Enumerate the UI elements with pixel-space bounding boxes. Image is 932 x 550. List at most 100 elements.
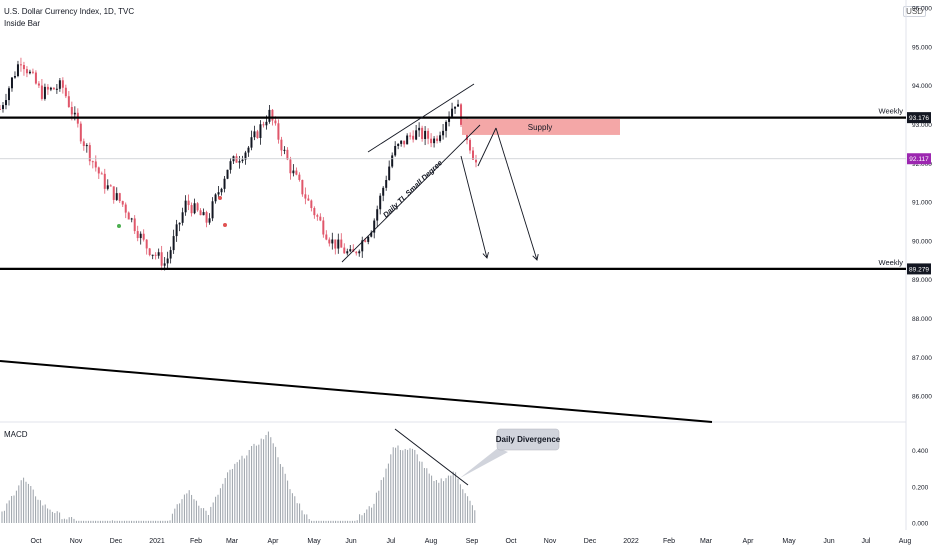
candle-body bbox=[199, 210, 202, 216]
candle-body bbox=[163, 263, 166, 266]
x-tick-label: Apr bbox=[268, 538, 280, 545]
price-badge bbox=[907, 263, 931, 275]
candle-body bbox=[46, 86, 49, 90]
candle-body bbox=[121, 201, 124, 205]
candle-body bbox=[400, 140, 403, 144]
candle-body bbox=[166, 258, 169, 264]
candle-body bbox=[91, 161, 94, 163]
candle-body bbox=[424, 130, 427, 139]
candle-body bbox=[472, 150, 475, 160]
candle-body bbox=[0, 108, 1, 110]
candle-body bbox=[25, 69, 28, 74]
candle-body bbox=[196, 203, 199, 211]
candle-body bbox=[355, 251, 358, 254]
candle-body bbox=[109, 185, 112, 187]
candle-body bbox=[451, 108, 454, 117]
candle-body bbox=[340, 239, 343, 248]
x-tick-label: Dec bbox=[110, 538, 123, 545]
candle-body bbox=[52, 87, 55, 90]
candle-body bbox=[289, 159, 292, 174]
macd-y-tick-label: 0.400 bbox=[912, 448, 929, 455]
candle-body bbox=[394, 145, 397, 156]
candle-body bbox=[271, 109, 274, 121]
candle-body bbox=[316, 215, 319, 217]
y-tick-label: 87.000 bbox=[912, 355, 932, 362]
candle-body bbox=[154, 254, 157, 256]
x-tick-label: Sep bbox=[466, 538, 479, 545]
x-tick-label: Feb bbox=[663, 538, 675, 545]
candle-body bbox=[379, 195, 382, 210]
candle-body bbox=[187, 200, 190, 206]
price-pane[interactable] bbox=[0, 57, 477, 271]
candle-body bbox=[337, 239, 340, 249]
candle-body bbox=[85, 145, 88, 147]
candle-body bbox=[415, 130, 418, 140]
indicator-label[interactable]: Inside Bar bbox=[4, 19, 41, 28]
candle-body bbox=[265, 121, 268, 126]
x-tick-label: 2022 bbox=[623, 538, 639, 545]
x-tick-label: Aug bbox=[425, 538, 438, 545]
macd-label[interactable]: MACD bbox=[4, 430, 28, 439]
candle-body bbox=[436, 138, 439, 141]
candle-body bbox=[433, 138, 436, 144]
candle-body bbox=[172, 236, 175, 251]
candle-body bbox=[442, 130, 445, 136]
long-trendline bbox=[0, 360, 713, 423]
candle-body bbox=[397, 143, 400, 146]
candle-body bbox=[403, 140, 406, 145]
candle-body bbox=[220, 188, 223, 193]
candle-body bbox=[334, 239, 337, 249]
candle-body bbox=[136, 231, 139, 239]
candle-body bbox=[142, 233, 145, 240]
candle-body bbox=[364, 240, 367, 242]
candle-body bbox=[367, 236, 370, 242]
candle-body bbox=[310, 200, 313, 209]
candle-body bbox=[427, 130, 430, 139]
candle-body bbox=[160, 252, 163, 266]
candle-body bbox=[268, 109, 271, 122]
macd-y-tick-label: 0.000 bbox=[912, 521, 929, 528]
weekly-label: Weekly bbox=[879, 258, 904, 267]
x-tick-label: 2021 bbox=[149, 538, 165, 545]
x-tick-label: Jun bbox=[345, 538, 356, 545]
candle-body bbox=[241, 159, 244, 162]
candle-body bbox=[457, 104, 460, 107]
candle-body bbox=[43, 86, 46, 99]
currency-selector[interactable]: USD bbox=[903, 6, 926, 17]
price-badge-text: 92.117 bbox=[909, 156, 929, 163]
candle-body bbox=[430, 138, 433, 144]
candle-body bbox=[61, 80, 64, 88]
callout-pointer bbox=[460, 448, 508, 478]
candle-body bbox=[13, 76, 16, 78]
price-axis[interactable]: 96.000 95.000 94.000 93.000 92.000 91.000 90.0… bbox=[907, 6, 932, 528]
x-tick-label: Jul bbox=[862, 538, 871, 545]
candle-body bbox=[94, 161, 97, 168]
macd-y-tick-label: 0.200 bbox=[912, 484, 929, 491]
projection-arrow bbox=[495, 127, 538, 261]
candle-body bbox=[49, 87, 52, 90]
candle-body bbox=[217, 192, 220, 195]
inside-bar-dot bbox=[117, 224, 121, 228]
candle-body bbox=[253, 131, 256, 138]
candle-body bbox=[208, 218, 211, 223]
candle-body bbox=[226, 169, 229, 179]
y-tick-label: 89.000 bbox=[912, 277, 932, 284]
time-axis[interactable]: Oct Nov Dec 2021 Feb Mar Apr May Jun Jul Aug Sep Oct… bbox=[31, 538, 912, 545]
candle-body bbox=[100, 173, 103, 175]
candle-body bbox=[346, 251, 349, 254]
candle-body bbox=[106, 185, 109, 189]
candle-body bbox=[40, 85, 43, 99]
channel-label: Daily TL Small Degree bbox=[381, 158, 444, 219]
candle-body bbox=[448, 116, 451, 122]
x-tick-label: Oct bbox=[506, 538, 517, 545]
candle-body bbox=[445, 121, 448, 131]
candle-body bbox=[37, 83, 40, 86]
x-tick-label: Oct bbox=[31, 538, 42, 545]
supply-label: Supply bbox=[528, 123, 552, 132]
candle-body bbox=[385, 180, 388, 188]
candle-body bbox=[247, 147, 250, 153]
candle-body bbox=[178, 222, 181, 225]
candle-body bbox=[130, 218, 133, 220]
macd-pane[interactable]: Daily Divergence bbox=[1, 428, 561, 523]
